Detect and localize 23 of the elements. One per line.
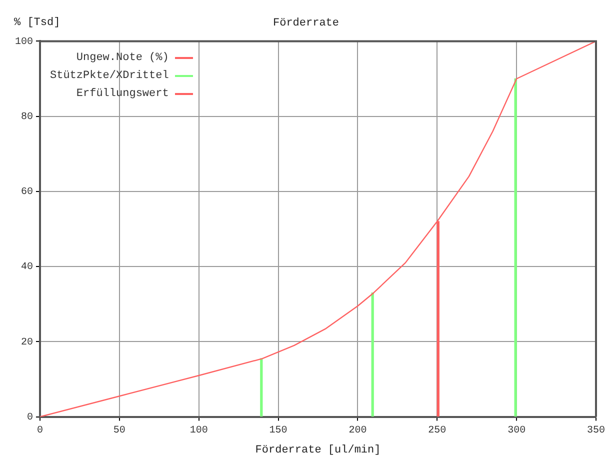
x-tick-label: 300 [508, 425, 526, 436]
x-tick-label: 50 [113, 425, 126, 436]
legend-label: StützPkte/XDrittel [50, 70, 169, 82]
chart-title: Förderrate [272, 18, 340, 30]
y-tick-label: 60 [20, 187, 34, 198]
y-tick-label: 0 [26, 412, 34, 424]
x-tick-label: 350 [586, 425, 606, 436]
bar [514, 78, 517, 417]
x-tick-label: 250 [428, 425, 446, 436]
y-tick-label: 80 [20, 112, 34, 123]
y-tick-label: 20 [20, 337, 34, 348]
legend-label: Ungew.Note (%) [76, 52, 169, 64]
x-tick-label: 0 [36, 425, 44, 436]
y-tick-label: 100 [14, 36, 34, 48]
x-tick-label: 200 [348, 425, 367, 436]
x-axis-title: Förderrate [ul/min] [255, 444, 381, 456]
bar [260, 358, 263, 417]
y-axis-title: % [Tsd] [14, 16, 60, 29]
y-tick-label: 40 [20, 262, 34, 274]
x-tick-label: 150 [269, 425, 288, 436]
legend-label: Erfüllungswert [76, 88, 169, 100]
bar [371, 292, 374, 417]
x-tick-label: 100 [190, 425, 208, 436]
